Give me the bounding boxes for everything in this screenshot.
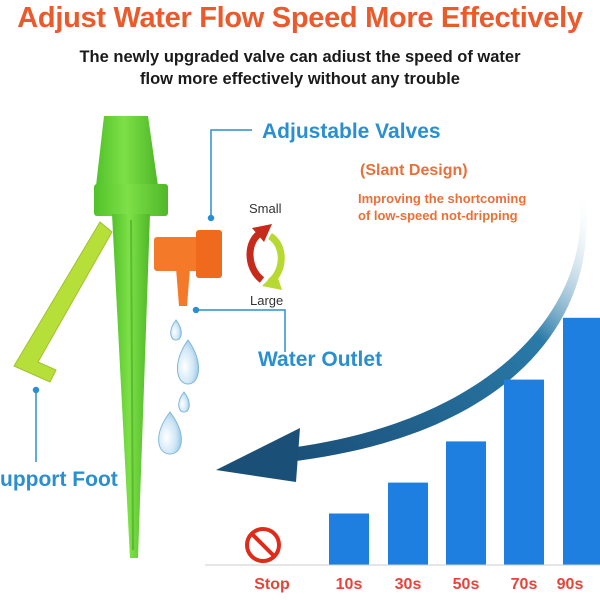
- water-drops: [158, 319, 199, 455]
- tick-label-70s: 70s: [510, 576, 538, 593]
- subtitle-line-2: flow more effectively without any troubl…: [140, 70, 460, 88]
- callout-lines: [32, 129, 286, 462]
- headline: Adjust Water Flow Speed More Effectively: [17, 2, 583, 34]
- support-foot-label: upport Foot: [0, 468, 118, 491]
- prohibited-icon: [245, 527, 281, 563]
- large-label: Large: [250, 293, 284, 308]
- bar-90s: [563, 317, 600, 565]
- subtitle-line-1: The newly upgraded valve can adiust the …: [79, 48, 521, 66]
- bar-50s: [446, 441, 486, 565]
- support-foot-arm: [13, 221, 113, 383]
- tick-label-10s: 10s: [335, 576, 363, 593]
- rotation-arrows-icon: [246, 224, 285, 290]
- slant-design-label: (Slant Design): [360, 162, 468, 179]
- improving-line-2: of low-speed not-dripping: [358, 208, 518, 223]
- bar-10s: [329, 513, 369, 565]
- improving-line-1: Improving the shortcoming: [358, 191, 527, 206]
- trend-arrow: [216, 192, 587, 482]
- small-label: Small: [249, 201, 282, 216]
- tick-label-50s: 50s: [452, 576, 480, 593]
- tick-label-30s: 30s: [394, 576, 422, 593]
- valve: [154, 230, 222, 306]
- bar-30s: [388, 482, 428, 565]
- speed-bars: [329, 317, 600, 565]
- bar-70s: [504, 379, 544, 565]
- stake: [94, 116, 168, 558]
- adjustable-valves-label: Adjustable Valves: [262, 120, 441, 143]
- water-outlet-label: Water Outlet: [258, 348, 383, 371]
- tick-label-stop: Stop: [254, 576, 290, 593]
- tick-label-90s: 90s: [556, 576, 584, 593]
